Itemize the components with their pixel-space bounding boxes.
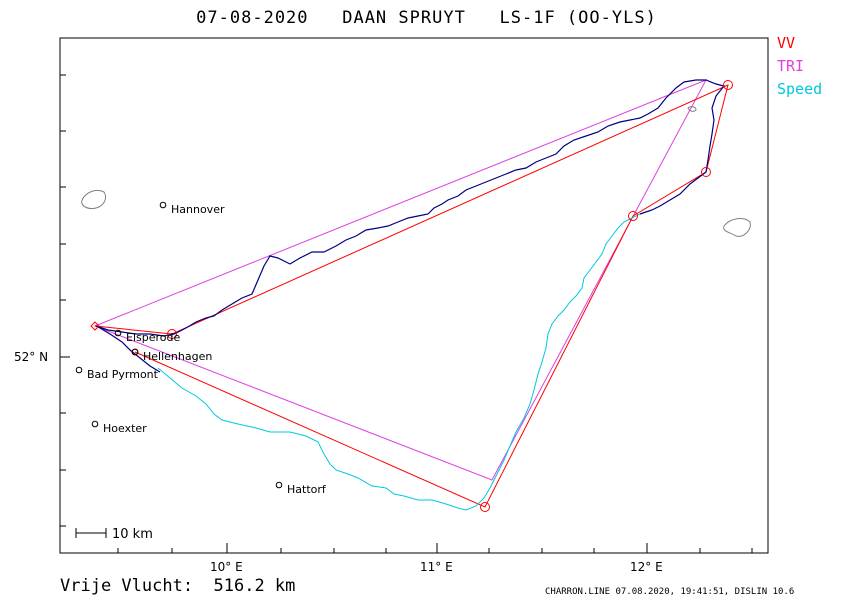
turnpoint-circle [628, 211, 638, 221]
turnpoint-circle [723, 80, 733, 90]
place-marker [114, 329, 122, 337]
place-label: Elsperode [126, 331, 180, 344]
place-marker [275, 481, 283, 489]
map-frame [59, 37, 769, 554]
free-flight-distance: Vrije Vlucht: 516.2 km [60, 576, 296, 596]
turnpoint-circle [480, 502, 490, 512]
flight-track [95, 79, 726, 373]
legend-vv: VV [777, 34, 796, 52]
map-title: 07-08-2020 DAAN SPRUYT LS-1F (OO-YLS) [196, 8, 657, 28]
place-label: Hellenhagen [143, 350, 212, 363]
lake-outline [81, 189, 107, 209]
turnpoint-circle [701, 167, 711, 177]
place-label: Hannover [171, 203, 225, 216]
place-marker [159, 201, 167, 209]
place-label: Hoexter [103, 422, 147, 435]
lake-outline [723, 218, 751, 237]
place-label: Bad Pyrmont [87, 368, 159, 381]
scale-bar-label: 10 km [112, 527, 153, 542]
credits-text: CHARRON.LINE 07.08.2020, 19:41:51, DISLI… [545, 587, 795, 597]
left-ticks [60, 74, 70, 527]
bottom-ticks [117, 543, 753, 553]
y-tick-label: 52° N [14, 350, 48, 364]
vv-route [94, 84, 729, 508]
speed-track [157, 209, 653, 511]
x-tick-label: 10° E [210, 560, 243, 574]
place-label: Hattorf [287, 483, 327, 496]
turnpoint-markers [90, 80, 733, 512]
start-marker [90, 321, 100, 331]
legend-tri: TRI [777, 57, 805, 75]
x-tick-label: 12° E [630, 560, 663, 574]
place-marker [75, 366, 83, 374]
scale-bar [75, 528, 107, 538]
place-marker [91, 420, 99, 428]
turnpoint-circle [167, 329, 177, 339]
place-marker [131, 348, 139, 356]
legend-speed: Speed [777, 80, 823, 98]
places-layer [75, 201, 283, 489]
x-tick-label: 11° E [420, 560, 453, 574]
tri-triangle [93, 79, 708, 481]
